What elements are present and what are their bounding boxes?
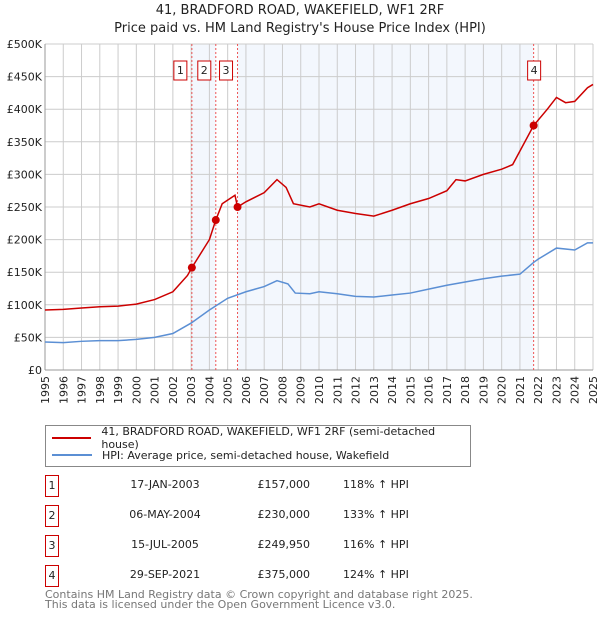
- sale-number-badge: 4: [45, 565, 59, 587]
- sale-number-badge: 1: [45, 475, 59, 497]
- x-tick-label: 2017: [441, 376, 454, 404]
- x-tick-label: 2000: [130, 376, 143, 404]
- y-tick-label: £0: [28, 364, 42, 377]
- sale-date: 15-JUL-2005: [131, 538, 199, 551]
- hpi-line: [44, 242, 593, 344]
- sale-row: 2 06-MAY-2004 £230,000 133% ↑ HPI: [45, 505, 465, 527]
- y-tick-label: £350K: [7, 136, 43, 149]
- sale-row: 4 29-SEP-2021 £375,000 124% ↑ HPI: [45, 565, 465, 587]
- sale-date: 06-MAY-2004: [129, 508, 201, 521]
- x-tick-label: 2019: [477, 376, 490, 404]
- legend-swatch-red: [52, 437, 92, 439]
- x-tick-label: 2021: [514, 376, 527, 404]
- sale-date: 17-JAN-2003: [130, 478, 200, 491]
- sale-label: 3: [223, 64, 230, 77]
- sale-row: 1 17-JAN-2003 £157,000 118% ↑ HPI: [45, 475, 465, 497]
- x-tick-label: 2011: [331, 376, 344, 404]
- y-tick-label: £300K: [7, 168, 43, 181]
- legend-swatch-blue: [52, 454, 92, 456]
- sale-point: [529, 121, 538, 130]
- x-tick-label: 2024: [569, 376, 582, 404]
- y-tick-label: £500K: [7, 38, 43, 51]
- x-tick-label: 2010: [313, 376, 326, 404]
- sale-price: £157,000: [257, 478, 311, 491]
- chart-subtitle: Price paid vs. HM Land Registry's House …: [114, 21, 486, 36]
- sale-hpi: 118% ↑ HPI: [343, 478, 409, 491]
- sale-point: [211, 216, 220, 225]
- x-tick-label: 2015: [404, 376, 417, 404]
- x-tick-label: 2025: [587, 376, 600, 404]
- sale-date: 29-SEP-2021: [129, 568, 201, 581]
- x-tick-label: 2020: [496, 376, 509, 404]
- sale-label-box: [219, 60, 234, 81]
- x-tick-label: 1998: [94, 376, 107, 404]
- sale-number-badge: 3: [45, 535, 59, 557]
- y-tick-label: £150K: [7, 266, 43, 279]
- x-tick-label: 2012: [350, 376, 363, 404]
- legend-item-hpi: HPI: Average price, semi-detached house,…: [52, 447, 389, 463]
- sale-hpi: 133% ↑ HPI: [343, 508, 409, 521]
- x-tick-label: 1995: [39, 376, 52, 404]
- x-tick-label: 2002: [167, 376, 180, 404]
- x-tick-label: 2009: [295, 376, 308, 404]
- y-tick-label: £50K: [14, 331, 43, 344]
- x-tick-label: 2006: [240, 376, 253, 404]
- x-tick-label: 2007: [258, 376, 271, 404]
- x-tick-label: 1999: [112, 376, 125, 404]
- x-tick-label: 2014: [386, 376, 399, 404]
- y-tick-label: £450K: [7, 71, 43, 84]
- sale-row: 3 15-JUL-2005 £249,950 116% ↑ HPI: [45, 535, 465, 557]
- footer-licence: This data is licensed under the Open Gov…: [45, 598, 396, 611]
- x-tick-label: 2004: [203, 376, 216, 404]
- sale-label: 2: [201, 64, 208, 77]
- x-tick-label: 2018: [459, 376, 472, 404]
- x-tick-label: 2008: [276, 376, 289, 404]
- x-tick-label: 2001: [149, 376, 162, 404]
- sale-label-box: [527, 60, 542, 81]
- footer: Contains HM Land Registry data © Crown c…: [45, 588, 473, 611]
- y-tick-label: £200K: [7, 234, 43, 247]
- legend: 41, BRADFORD ROAD, WAKEFIELD, WF1 2RF (s…: [45, 425, 471, 467]
- sale-number-badge: 2: [45, 505, 59, 527]
- legend-label: HPI: Average price, semi-detached house,…: [102, 448, 390, 462]
- footer-copyright: Contains HM Land Registry data © Crown c…: [45, 588, 473, 601]
- x-tick-label: 2003: [185, 376, 198, 404]
- sale-label-box: [197, 60, 212, 81]
- x-tick-label: 2013: [368, 376, 381, 404]
- y-tick-label: £100K: [7, 299, 43, 312]
- x-tick-label: 2005: [222, 376, 235, 404]
- legend-item-property: 41, BRADFORD ROAD, WAKEFIELD, WF1 2RF (s…: [52, 425, 470, 451]
- x-tick-label: 2022: [532, 376, 545, 404]
- sale-hpi: 124% ↑ HPI: [343, 568, 409, 581]
- sale-price: £249,950: [257, 538, 311, 551]
- plot-area: 1995 1996 1997 1998 1999 2000 2001 2002 2003 2004…: [7, 38, 600, 404]
- y-tick-label: £400K: [7, 103, 43, 116]
- x-tick-label: 2016: [423, 376, 436, 404]
- sale-label: 4: [531, 64, 538, 77]
- sale-point: [187, 263, 196, 272]
- sale-price: £375,000: [257, 568, 311, 581]
- sale-label: 1: [177, 64, 184, 77]
- sale-hpi: 116% ↑ HPI: [343, 538, 409, 551]
- x-tick-label: 2023: [550, 376, 563, 404]
- sale-label-box: [173, 60, 188, 81]
- x-tick-label: 1996: [57, 376, 70, 404]
- x-tick-label: 1997: [76, 376, 89, 404]
- y-tick-label: £250K: [7, 201, 43, 214]
- sale-price: £230,000: [257, 508, 311, 521]
- legend-label: 41, BRADFORD ROAD, WAKEFIELD, WF1 2RF (s…: [101, 425, 436, 451]
- sale-point: [233, 203, 242, 212]
- chart-title: 41, BRADFORD ROAD, WAKEFIELD, WF1 2RF: [155, 3, 445, 18]
- price-paid-line: [44, 83, 594, 311]
